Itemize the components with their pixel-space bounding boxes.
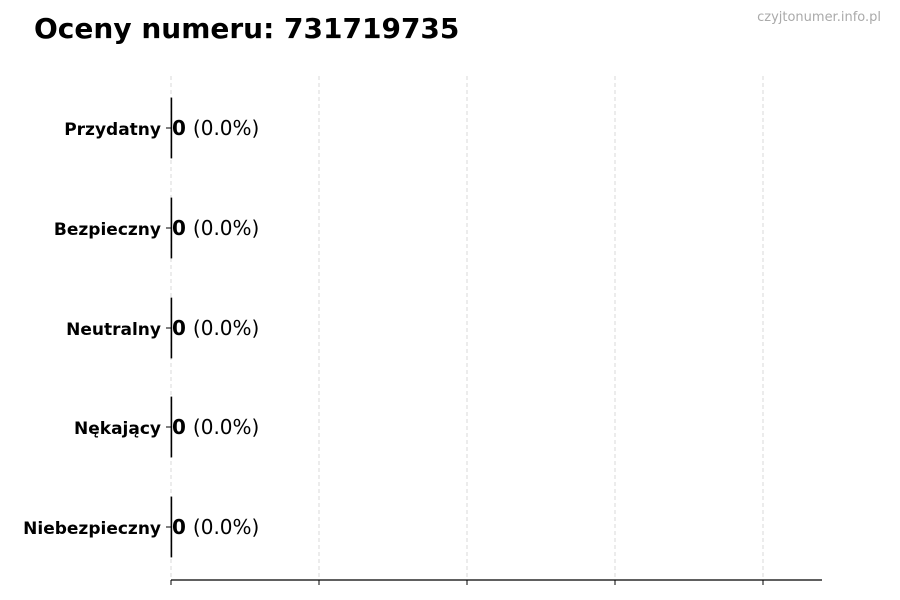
data-label: 0 (0.0%) <box>172 515 259 539</box>
data-label: 0 (0.0%) <box>172 116 259 140</box>
watermark: czyjtonumer.info.pl <box>757 10 881 25</box>
data-label-count: 0 <box>172 116 186 140</box>
data-label-percent: (0.0%) <box>193 515 259 539</box>
category-label: Przydatny <box>64 120 161 140</box>
category-label: Nękający <box>74 419 161 439</box>
data-label: 0 (0.0%) <box>172 316 259 340</box>
data-label-percent: (0.0%) <box>193 216 259 240</box>
data-label-count: 0 <box>172 216 186 240</box>
category-label: Bezpieczny <box>54 220 161 240</box>
data-label-count: 0 <box>172 515 186 539</box>
data-label-percent: (0.0%) <box>193 415 259 439</box>
data-label: 0 (0.0%) <box>172 216 259 240</box>
category-label: Niebezpieczny <box>23 519 161 539</box>
category-label: Neutralny <box>66 320 161 340</box>
data-label: 0 (0.0%) <box>172 415 259 439</box>
data-label-percent: (0.0%) <box>193 116 259 140</box>
data-label-percent: (0.0%) <box>193 316 259 340</box>
data-label-count: 0 <box>172 415 186 439</box>
chart-title: Oceny numeru: 731719735 <box>34 12 460 45</box>
data-label-count: 0 <box>172 316 186 340</box>
